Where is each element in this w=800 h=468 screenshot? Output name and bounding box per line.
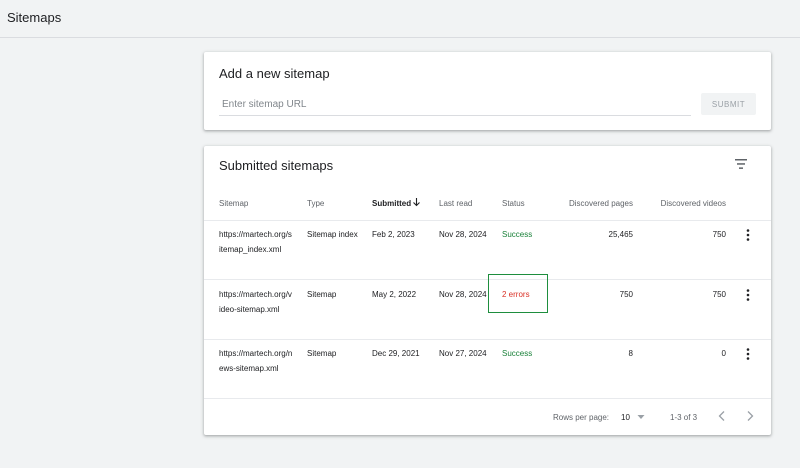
row-divider bbox=[204, 279, 771, 280]
error-highlight-box bbox=[488, 274, 548, 313]
column-header-type[interactable]: Type bbox=[307, 199, 325, 208]
row-2-submitted: May 2, 2022 bbox=[372, 290, 417, 299]
row-divider bbox=[204, 339, 771, 340]
row-2-discovered-pages: 750 bbox=[619, 290, 633, 299]
row-2-status[interactable]: 2 errors bbox=[502, 290, 530, 299]
page-header: Sitemaps bbox=[0, 0, 800, 38]
row-2-last-read: Nov 28, 2024 bbox=[439, 290, 487, 299]
row-1-discovered-pages: 25,465 bbox=[608, 230, 633, 239]
chevron-right-icon[interactable] bbox=[745, 410, 755, 422]
row-1-discovered-videos: 750 bbox=[712, 230, 726, 239]
page-title: Sitemaps bbox=[7, 10, 62, 25]
rows-per-page-select[interactable]: 10 bbox=[621, 413, 630, 422]
column-header-discovered-pages[interactable]: Discovered pages bbox=[568, 199, 633, 208]
arrow-down-icon[interactable] bbox=[412, 197, 421, 207]
row-1-sitemap[interactable]: https://martech.org/sitemap_index.xml bbox=[219, 230, 292, 254]
submitted-sitemaps-title: Submitted sitemaps bbox=[219, 158, 334, 173]
row-divider bbox=[204, 398, 771, 399]
filter-icon[interactable] bbox=[734, 158, 748, 170]
column-header-status[interactable]: Status bbox=[502, 199, 525, 208]
more-vert-icon[interactable] bbox=[745, 288, 751, 302]
row-2-type: Sitemap bbox=[307, 290, 337, 299]
row-3-last-read: Nov 27, 2024 bbox=[439, 349, 487, 358]
more-vert-icon[interactable] bbox=[745, 347, 751, 361]
row-2-sitemap[interactable]: https://martech.org/video-sitemap.xml bbox=[219, 290, 292, 314]
column-header-submitted[interactable]: Submitted bbox=[372, 199, 412, 208]
row-1-submitted: Feb 2, 2023 bbox=[372, 230, 415, 239]
row-3-status: Success bbox=[502, 349, 533, 358]
add-sitemap-card: Add a new sitemap SUBMIT bbox=[204, 52, 771, 130]
row-3-type: Sitemap bbox=[307, 349, 337, 358]
more-vert-icon[interactable] bbox=[745, 228, 751, 242]
row-3-discovered-videos: 0 bbox=[721, 349, 726, 358]
pagination-range: 1-3 of 3 bbox=[670, 413, 698, 422]
chevron-left-icon[interactable] bbox=[717, 410, 727, 422]
column-header-discovered-videos[interactable]: Discovered videos bbox=[660, 199, 726, 208]
column-header-sitemap[interactable]: Sitemap bbox=[219, 199, 249, 208]
add-sitemap-title: Add a new sitemap bbox=[219, 66, 330, 81]
caret-down-icon[interactable] bbox=[637, 414, 645, 420]
sitemap-url-input[interactable] bbox=[219, 94, 691, 116]
row-3-sitemap[interactable]: https://martech.org/news-sitemap.xml bbox=[219, 349, 293, 373]
row-3-discovered-pages: 8 bbox=[628, 349, 633, 358]
row-divider bbox=[204, 220, 771, 221]
row-1-status: Success bbox=[502, 230, 533, 239]
column-header-last-read[interactable]: Last read bbox=[439, 199, 473, 208]
submit-button[interactable]: SUBMIT bbox=[701, 93, 756, 115]
row-3-submitted: Dec 29, 2021 bbox=[372, 349, 420, 358]
row-1-last-read: Nov 28, 2024 bbox=[439, 230, 487, 239]
row-1-type: Sitemap index bbox=[307, 230, 358, 239]
row-2-discovered-videos: 750 bbox=[712, 290, 726, 299]
submitted-sitemaps-card: Submitted sitemaps Sitemap Type Submitte… bbox=[204, 146, 771, 435]
rows-per-page-label: Rows per page: bbox=[553, 413, 610, 422]
